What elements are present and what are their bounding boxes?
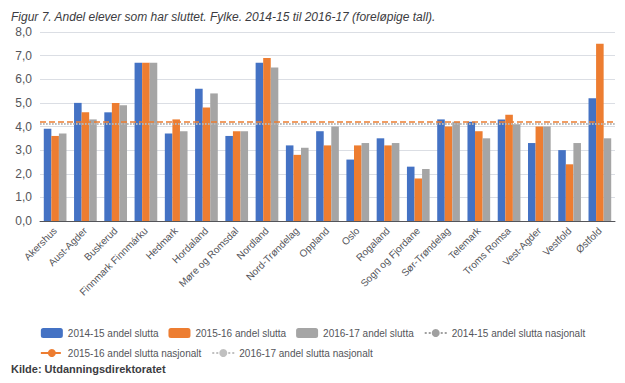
svg-text:Nordland: Nordland [234,225,271,262]
svg-text:2014-15 andel slutta nasjonalt: 2014-15 andel slutta nasjonalt [452,328,586,339]
svg-text:0,0: 0,0 [15,214,32,228]
svg-text:Finnmark Finnmárku: Finnmark Finnmárku [77,225,150,298]
svg-text:Oppland: Oppland [297,225,331,259]
svg-text:Vest-Agder: Vest-Agder [501,225,544,268]
svg-text:2016-17 andel slutta nasjonalt: 2016-17 andel slutta nasjonalt [239,348,373,359]
svg-text:Rogaland: Rogaland [353,225,392,264]
svg-text:Kilde: Utdanningsdirektoratet: Kilde: Utdanningsdirektoratet [11,363,166,375]
svg-text:1,0: 1,0 [15,190,32,204]
svg-text:2,0: 2,0 [15,167,32,181]
svg-text:8,0: 8,0 [15,25,32,39]
svg-text:7,0: 7,0 [15,49,32,63]
svg-text:4,0: 4,0 [15,120,32,134]
svg-text:Aust-Agder: Aust-Agder [46,225,90,269]
svg-text:3,0: 3,0 [15,143,32,157]
svg-text:2015-16 andel slutta nasjonalt: 2015-16 andel slutta nasjonalt [68,348,202,359]
svg-text:Buskerud: Buskerud [81,225,120,263]
svg-text:Møre og Romsdal: Møre og Romsdal [177,225,241,289]
svg-text:2016-17 andel slutta: 2016-17 andel slutta [323,328,414,339]
svg-text:2014-15 andel slutta: 2014-15 andel slutta [68,328,159,339]
svg-text:Hordaland: Hordaland [170,225,211,266]
svg-text:5,0: 5,0 [15,96,32,110]
svg-text:Telemark: Telemark [446,225,483,262]
svg-text:Nord-Trøndelag: Nord-Trøndelag [244,225,301,282]
svg-text:Østfold: Østfold [574,225,604,255]
svg-text:Vestfold: Vestfold [541,225,574,258]
svg-text:Figur 7. Andel elever som har: Figur 7. Andel elever som har sluttet. F… [11,10,435,24]
svg-text:Troms Romsa: Troms Romsa [461,225,513,277]
svg-text:2015-16 andel slutta: 2015-16 andel slutta [195,328,286,339]
svg-text:Akershus: Akershus [21,225,59,263]
svg-text:6,0: 6,0 [15,72,32,86]
svg-text:Oslo: Oslo [339,225,362,248]
svg-text:Sogn og Fjordane: Sogn og Fjordane [358,225,423,289]
svg-text:Hedmark: Hedmark [143,225,181,262]
svg-text:Sør-Trøndelag: Sør-Trøndelag [399,225,452,278]
